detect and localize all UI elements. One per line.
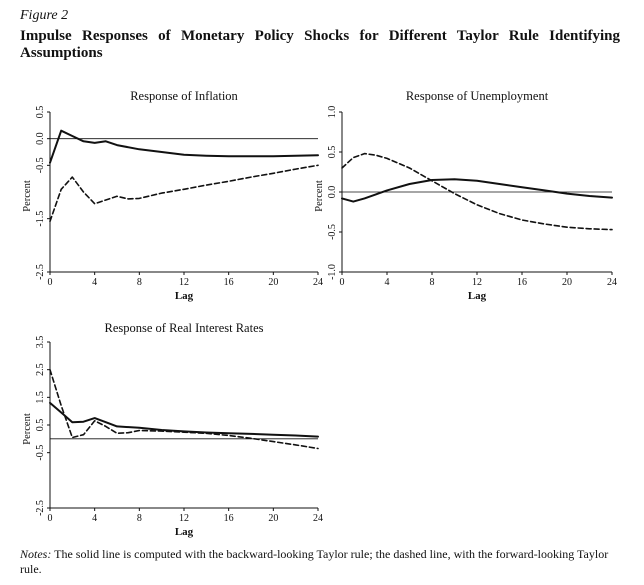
x-axis-label: Lag <box>175 526 194 538</box>
x-tick-label: 0 <box>48 513 53 524</box>
x-tick-label: 8 <box>137 277 142 288</box>
x-tick-label: 0 <box>48 277 53 288</box>
chart-title: Response of Real Interest Rates <box>105 321 264 335</box>
y-tick-label: 2.5 <box>35 363 46 376</box>
x-tick-label: 16 <box>224 277 234 288</box>
figure-notes: Notes: The solid line is computed with t… <box>20 547 624 577</box>
x-tick-label: 8 <box>137 513 142 524</box>
x-tick-label: 12 <box>179 277 189 288</box>
series-line-forward-looking <box>49 368 319 450</box>
x-tick-label: 16 <box>517 277 527 288</box>
y-tick-label: -0.5 <box>35 445 46 461</box>
y-tick-label: -2.5 <box>35 264 46 280</box>
y-tick-label: -1.5 <box>35 211 46 227</box>
x-tick-label: 12 <box>179 513 189 524</box>
x-tick-label: 24 <box>313 277 323 288</box>
chart-unemployment: Response of Unemployment 0 4 8 12 16 20 24 -1.0 -… <box>314 89 617 302</box>
y-axis-label: Percent <box>22 413 33 445</box>
chart-real-interest-rates: Response of Real Interest Rates 0 4 8 12 16 20… <box>22 321 323 538</box>
y-tick-label: 1.0 <box>327 106 338 119</box>
y-tick-label: 3.5 <box>35 336 46 349</box>
y-tick-label: 0.0 <box>35 132 46 145</box>
x-tick-label: 4 <box>92 513 97 524</box>
x-tick-label: 12 <box>472 277 482 288</box>
notes-text: The solid line is computed with the back… <box>20 547 609 576</box>
y-tick-label: -0.5 <box>35 157 46 173</box>
x-tick-label: 4 <box>385 277 390 288</box>
y-tick-label: 0.0 <box>327 186 338 199</box>
y-tick-label: 0.5 <box>327 146 338 159</box>
y-axis-label: Percent <box>22 180 33 212</box>
x-tick-label: 0 <box>340 277 345 288</box>
y-tick-label: 1.5 <box>35 391 46 404</box>
series-line-backward-looking <box>49 401 319 438</box>
y-tick-label: 0.5 <box>35 106 46 119</box>
series-line-forward-looking <box>49 164 319 223</box>
series-line-backward-looking <box>341 178 613 203</box>
series-line-backward-looking <box>49 129 319 164</box>
y-tick-label: -2.5 <box>35 500 46 516</box>
x-tick-label: 24 <box>313 513 323 524</box>
x-tick-label: 8 <box>430 277 435 288</box>
y-axis-label: Percent <box>314 180 325 212</box>
chart-inflation: Response of Inflation 0 4 8 12 16 20 24 -2.5 -1.5… <box>22 89 323 302</box>
y-tick-label: -1.0 <box>327 264 338 280</box>
notes-lead: Notes: <box>20 547 52 561</box>
y-tick-label: -0.5 <box>327 224 338 240</box>
series-line-forward-looking <box>341 152 613 231</box>
x-tick-label: 20 <box>268 277 278 288</box>
x-tick-label: 24 <box>607 277 617 288</box>
figure-label: Figure 2 <box>20 8 69 23</box>
y-tick-label: 0.5 <box>35 419 46 432</box>
x-tick-label: 20 <box>268 513 278 524</box>
x-tick-label: 16 <box>224 513 234 524</box>
x-tick-label: 20 <box>562 277 572 288</box>
x-axis-label: Lag <box>175 290 194 302</box>
chart-title: Response of Unemployment <box>406 89 549 103</box>
x-axis-label: Lag <box>468 290 487 302</box>
chart-title: Response of Inflation <box>130 89 238 103</box>
figure-title: Impulse Responses of Monetary Policy Sho… <box>20 28 620 61</box>
x-tick-label: 4 <box>92 277 97 288</box>
